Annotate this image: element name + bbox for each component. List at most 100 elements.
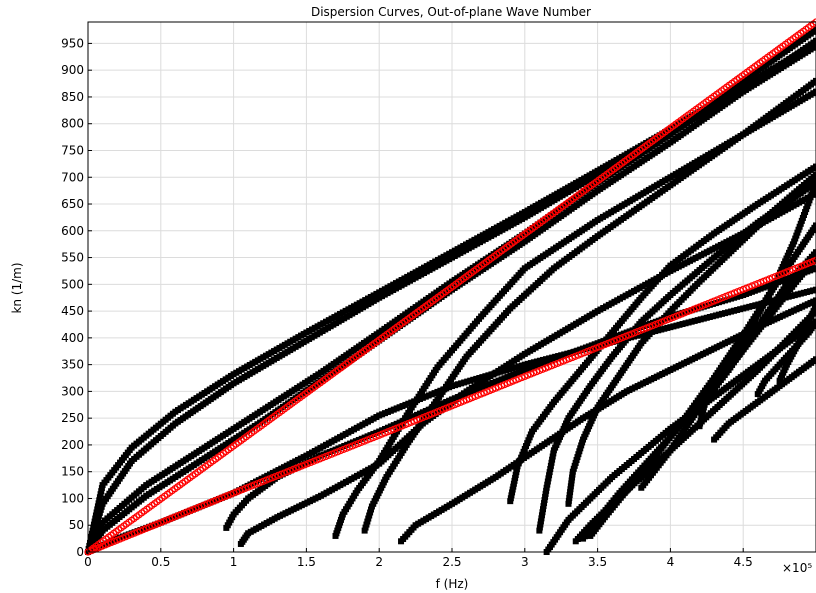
y-tick-label: 50 (69, 518, 84, 532)
series-18 (696, 179, 816, 430)
data-points (84, 18, 816, 556)
data-point (97, 506, 104, 513)
x-tick-label: 2 (375, 555, 383, 569)
data-point (547, 462, 554, 469)
data-point (547, 466, 554, 473)
data-point (691, 317, 698, 324)
data-point (536, 527, 543, 534)
data-point (95, 500, 102, 507)
data-point (538, 515, 545, 522)
data-point (367, 509, 374, 516)
data-point (767, 298, 774, 305)
data-point (725, 296, 732, 303)
data-point (94, 506, 101, 513)
data-point (812, 256, 816, 264)
data-point (93, 521, 100, 528)
data-point (95, 515, 102, 522)
x-tick-label: 4.5 (734, 555, 753, 569)
x-tick-label: 4 (667, 555, 675, 569)
x-tick-label: 1 (230, 555, 238, 569)
data-point (691, 306, 698, 313)
data-point (703, 314, 710, 321)
data-point (749, 303, 756, 310)
series-21 (776, 302, 816, 384)
data-point (606, 339, 613, 346)
data-point (746, 303, 753, 310)
data-point (740, 305, 747, 312)
x-multiplier-label: ×10⁵ (782, 561, 812, 575)
data-point (609, 338, 616, 345)
data-point (515, 363, 522, 370)
data-point (682, 320, 689, 327)
data-point (752, 302, 759, 309)
data-point (549, 456, 556, 463)
x-tick-label: 3.5 (588, 555, 607, 569)
data-point (96, 497, 103, 504)
data-point (685, 308, 692, 315)
data-point (813, 302, 816, 309)
data-point (813, 77, 816, 84)
y-tick-label: 650 (61, 197, 84, 211)
data-point (506, 366, 513, 373)
data-point (728, 308, 735, 315)
series-13 (565, 171, 816, 507)
data-point (549, 453, 556, 460)
x-axis-label: f (Hz) (436, 577, 469, 591)
data-point (813, 88, 816, 95)
data-point (722, 310, 728, 317)
data-point (813, 43, 816, 50)
data-point (697, 304, 704, 311)
data-point (634, 332, 641, 339)
data-point (455, 381, 462, 388)
series-22 (84, 18, 816, 556)
data-point (670, 323, 677, 330)
data-point (679, 321, 686, 328)
data-point (712, 312, 719, 319)
data-point (541, 500, 548, 507)
data-point (452, 382, 459, 389)
data-point (365, 515, 372, 522)
data-point (788, 292, 795, 299)
x-tick-label: 0.5 (151, 555, 170, 569)
data-point (664, 324, 671, 331)
data-point (797, 290, 804, 297)
x-tick-label: 3 (521, 555, 529, 569)
x-tick-label: 1.5 (297, 555, 316, 569)
y-tick-label: 700 (61, 170, 84, 184)
data-point (813, 297, 816, 304)
data-point (527, 360, 534, 367)
y-tick-label: 850 (61, 90, 84, 104)
y-tick-label: 550 (61, 251, 84, 265)
y-tick-label: 800 (61, 117, 84, 131)
y-tick-label: 750 (61, 143, 84, 157)
data-point (737, 292, 744, 299)
data-point (368, 506, 375, 513)
data-point (536, 524, 543, 531)
data-point (538, 512, 545, 519)
data-point (546, 472, 553, 479)
y-tick-label: 600 (61, 224, 84, 238)
data-point (655, 327, 662, 334)
data-point (542, 490, 549, 497)
data-point (813, 318, 816, 325)
y-tick-label: 100 (61, 491, 84, 505)
data-point (521, 361, 528, 368)
data-point (93, 509, 100, 516)
data-point (539, 509, 546, 516)
data-point (543, 484, 550, 491)
data-point (661, 325, 668, 332)
data-point (541, 496, 548, 503)
data-point (533, 358, 540, 365)
data-point (97, 491, 104, 498)
data-point (725, 309, 732, 316)
data-point (98, 488, 105, 495)
data-point (813, 163, 816, 170)
data-point (548, 459, 555, 466)
data-point (688, 307, 695, 314)
data-point (543, 487, 550, 494)
data-point (545, 475, 552, 482)
data-point (544, 478, 551, 485)
data-point (813, 265, 816, 272)
y-tick-label: 250 (61, 411, 84, 425)
y-tick-label: 500 (61, 277, 84, 291)
